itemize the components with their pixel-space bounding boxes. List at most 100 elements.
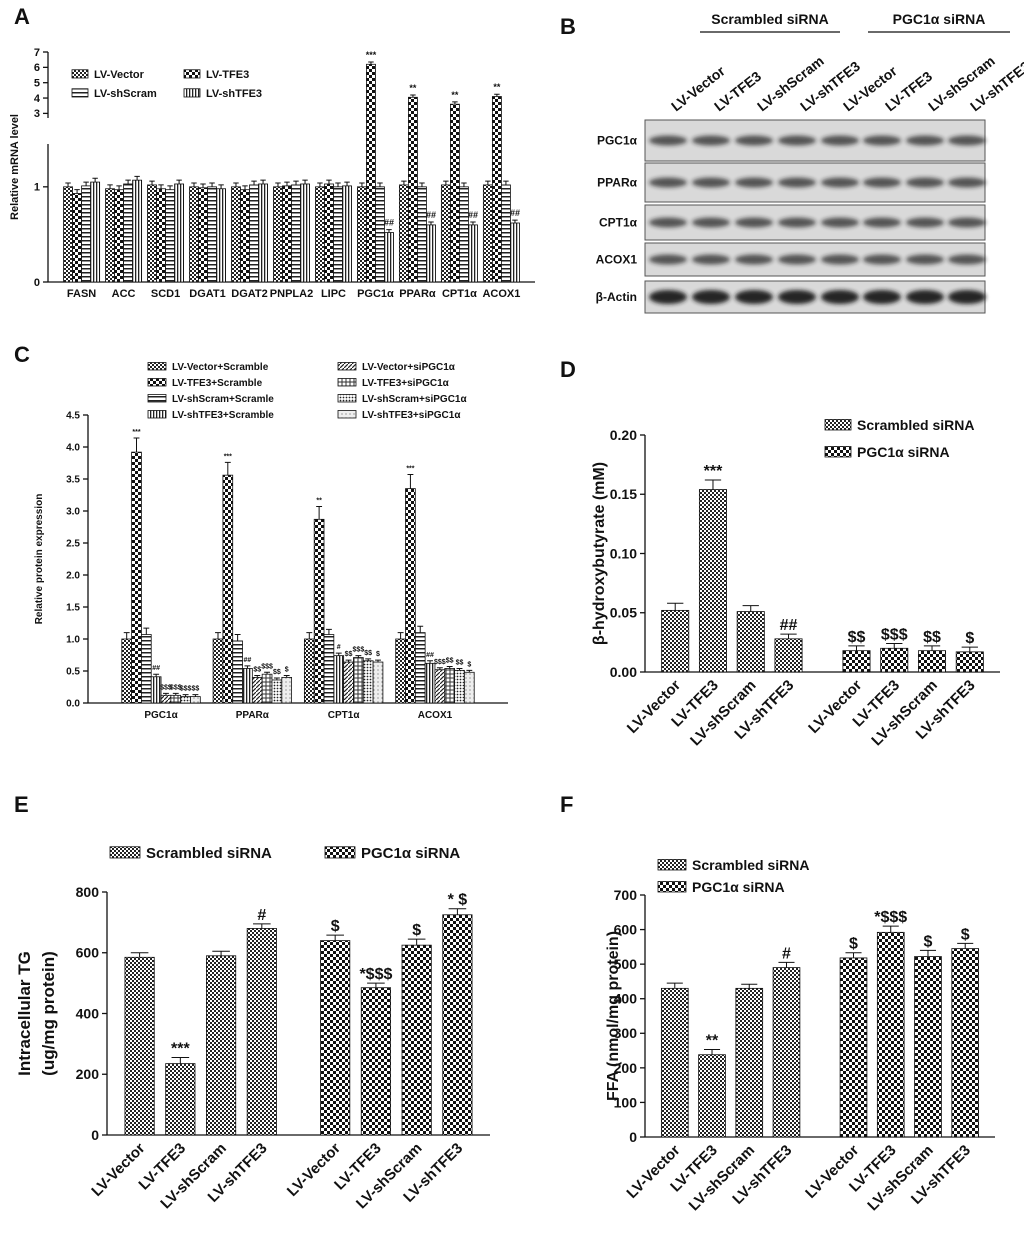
annotation: $ <box>412 922 421 939</box>
bar <box>698 489 727 673</box>
blot-band <box>692 254 730 265</box>
error-bar <box>192 694 199 697</box>
annotation: *** <box>366 50 377 60</box>
bar <box>398 184 409 283</box>
legend-label: LV-shTFE3+siPGC1α <box>362 410 461 421</box>
bar <box>165 189 175 283</box>
bar <box>273 186 283 283</box>
bar <box>313 518 325 704</box>
legend-swatch <box>147 378 167 387</box>
y-tick-label: 0 <box>629 1129 637 1145</box>
blot-band <box>735 135 773 146</box>
bar <box>384 232 394 283</box>
annotation: $$ <box>923 629 941 646</box>
blot-band <box>863 217 901 228</box>
blot-band <box>778 290 816 304</box>
annotation: $$ <box>364 650 372 657</box>
error-bar <box>386 229 392 233</box>
blot-band <box>692 290 730 304</box>
bar <box>249 184 259 283</box>
bar <box>459 186 469 283</box>
blot-band <box>692 177 730 188</box>
error-bar <box>742 605 759 612</box>
error-bar <box>133 437 140 453</box>
row-label: ACOX1 <box>596 253 638 267</box>
bar <box>207 186 217 283</box>
y-axis-label: Relative mRNA level <box>9 114 21 220</box>
blot-band <box>649 290 687 304</box>
bar <box>124 956 155 1136</box>
error-bar <box>419 182 425 187</box>
error-bar <box>242 185 248 190</box>
error-bar <box>218 184 224 189</box>
bar <box>258 183 268 283</box>
y-tick-label: 0.0 <box>66 699 80 710</box>
bar <box>454 669 465 704</box>
bar <box>320 940 351 1136</box>
annotation: # <box>337 644 341 651</box>
error-bar <box>961 646 978 652</box>
blot-band <box>735 254 773 265</box>
legend-label: PGC1α siRNA <box>692 879 785 895</box>
y-tick-label: 1 <box>34 182 40 194</box>
legend-swatch <box>109 846 141 859</box>
panel-letter: F <box>560 792 573 817</box>
annotation: $ <box>965 630 974 647</box>
bar <box>426 224 436 283</box>
y-tick-label: 4.5 <box>66 411 80 422</box>
error-bar <box>215 632 221 639</box>
error-bar <box>401 180 407 185</box>
y-tick-label: 800 <box>76 884 100 900</box>
y-tick-label: 400 <box>76 1005 100 1021</box>
row-label: PGC1α <box>597 134 638 148</box>
error-bar <box>316 506 323 520</box>
y-tick-label: 4 <box>34 93 41 105</box>
bar <box>303 638 315 704</box>
blot-band <box>906 135 944 146</box>
error-bar <box>107 184 113 189</box>
annotation: $$ <box>848 629 866 646</box>
x-tick-label: CPT1α <box>328 710 361 721</box>
bar <box>141 634 152 704</box>
error-bar <box>317 182 323 187</box>
blot-band <box>863 177 901 188</box>
annotation: $$$ <box>353 647 365 654</box>
blot-band <box>649 217 687 228</box>
error-bar <box>326 179 332 184</box>
bar <box>300 183 310 283</box>
legend-label: LV-shScram+Scramle <box>172 394 274 405</box>
annotation: ** <box>316 498 322 505</box>
row-label: CPT1α <box>599 216 638 230</box>
blot-band <box>735 290 773 304</box>
legend-label: PGC1α siRNA <box>857 444 950 460</box>
annotation: * $ <box>448 892 468 909</box>
x-tick-label: LIPC <box>321 288 346 300</box>
annotation: ## <box>468 210 478 220</box>
error-bar <box>957 942 974 949</box>
error-bar <box>410 94 416 98</box>
y-tick-label: 600 <box>614 921 638 937</box>
error-bar <box>452 101 458 105</box>
annotation: $$$ <box>170 684 182 691</box>
bar <box>366 63 376 283</box>
blot-band <box>821 177 859 188</box>
legend-swatch <box>71 88 89 98</box>
bar <box>440 184 451 283</box>
bar <box>491 96 502 283</box>
bar <box>482 184 493 283</box>
bar <box>170 694 182 704</box>
annotation: $$ <box>345 651 353 658</box>
bar <box>362 660 374 704</box>
error-bar <box>125 179 131 184</box>
row-label: β-Actin <box>596 290 637 304</box>
error-bar <box>923 645 941 651</box>
legend-label: Scrambled siRNA <box>857 417 974 433</box>
bar <box>333 655 345 704</box>
annotation: $ <box>331 918 340 935</box>
annotation: ## <box>426 210 436 220</box>
y-tick-label: 0 <box>34 277 40 289</box>
blot-band <box>948 135 986 146</box>
y-tick-label: 5 <box>34 78 40 90</box>
error-bar <box>306 632 313 639</box>
annotation: ## <box>426 652 434 659</box>
